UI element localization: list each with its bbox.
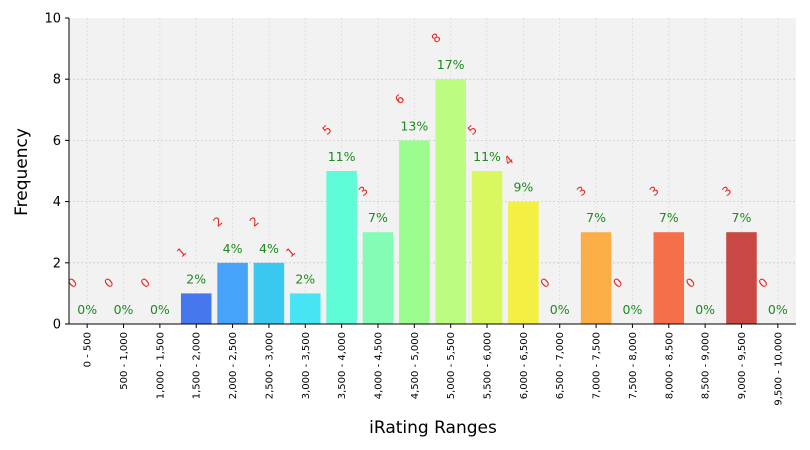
bar-percent-label: 11% [473, 149, 501, 164]
y-tick-label: 8 [53, 73, 61, 88]
x-tick-label: 9,500 - 10,000 [773, 332, 784, 406]
bar [653, 232, 685, 324]
x-tick-label: 4,500 - 5,000 [410, 332, 421, 399]
y-tick-label: 2 [53, 256, 61, 271]
bar-percent-label: 7% [368, 210, 388, 225]
bar-percent-label: 2% [186, 271, 206, 286]
bar [290, 293, 321, 324]
bar-percent-label: 4% [259, 241, 279, 256]
bar-percent-label: 0% [695, 302, 715, 317]
bar [508, 201, 539, 324]
bar-percent-label: 9% [513, 180, 533, 195]
bar-percent-label: 13% [400, 118, 428, 133]
bars [180, 79, 757, 324]
bar-percent-label: 0% [114, 302, 134, 317]
bar [726, 232, 757, 324]
x-tick-label: 5,000 - 5,500 [446, 332, 457, 399]
bar [217, 262, 248, 324]
bar-percent-label: 0% [77, 302, 97, 317]
bar [253, 262, 285, 324]
x-tick-label: 8,000 - 8,500 [664, 332, 675, 399]
y-tick-label: 10 [44, 12, 61, 27]
bar-percent-label: 7% [586, 210, 606, 225]
x-tick-label: 1,000 - 1,500 [155, 332, 166, 399]
x-tick-label: 6,500 - 7,000 [555, 332, 566, 399]
y-axis: 0 2 4 6 8 10 [44, 12, 69, 333]
bar-percent-label: 0% [150, 302, 170, 317]
x-tick-label: 0 - 500 [83, 332, 94, 367]
bar-percent-label: 7% [659, 210, 679, 225]
bar-percent-label: 7% [732, 210, 752, 225]
x-tick-label: 3,500 - 4,000 [337, 332, 348, 399]
x-tick-label: 7,500 - 8,000 [628, 332, 639, 399]
bar [399, 140, 430, 324]
y-tick-label: 0 [53, 318, 61, 333]
bar-percent-label: 4% [223, 241, 243, 256]
bar-percent-label: 17% [437, 57, 465, 72]
x-axis-title: iRating Ranges [369, 418, 497, 438]
bar [326, 171, 357, 324]
bar-percent-label: 11% [328, 149, 356, 164]
bar [580, 232, 612, 324]
x-tick-label: 4,000 - 4,500 [373, 332, 384, 399]
x-tick-label: 7,000 - 7,500 [592, 332, 603, 399]
bar-percent-label: 0% [623, 302, 643, 317]
x-tick-label: 1,500 - 2,000 [192, 332, 203, 399]
bar [362, 232, 394, 324]
x-tick-label: 2,000 - 2,500 [228, 332, 239, 399]
x-axis: 0 - 500 500 - 1,000 1,000 - 1,500 1,500 - 2… [83, 324, 784, 406]
grid-lines [69, 18, 796, 324]
x-tick-label: 9,000 - 9,500 [737, 332, 748, 399]
bar-percent-label: 0% [768, 302, 788, 317]
x-tick-label: 500 - 1,000 [119, 332, 130, 390]
x-tick-label: 3,000 - 3,500 [301, 332, 312, 399]
x-tick-label: 5,500 - 6,000 [483, 332, 494, 399]
y-axis-title: Frequency [12, 128, 32, 216]
x-tick-label: 6,000 - 6,500 [519, 332, 530, 399]
bar-percent-label: 0% [550, 302, 570, 317]
bar [435, 79, 466, 324]
x-tick-label: 8,500 - 9,000 [701, 332, 712, 399]
x-tick-label: 2,500 - 3,000 [264, 332, 275, 399]
bar [180, 293, 212, 324]
y-tick-label: 4 [53, 195, 61, 210]
y-tick-label: 6 [53, 134, 61, 149]
bar [471, 171, 503, 324]
bar-percent-label: 2% [295, 271, 315, 286]
